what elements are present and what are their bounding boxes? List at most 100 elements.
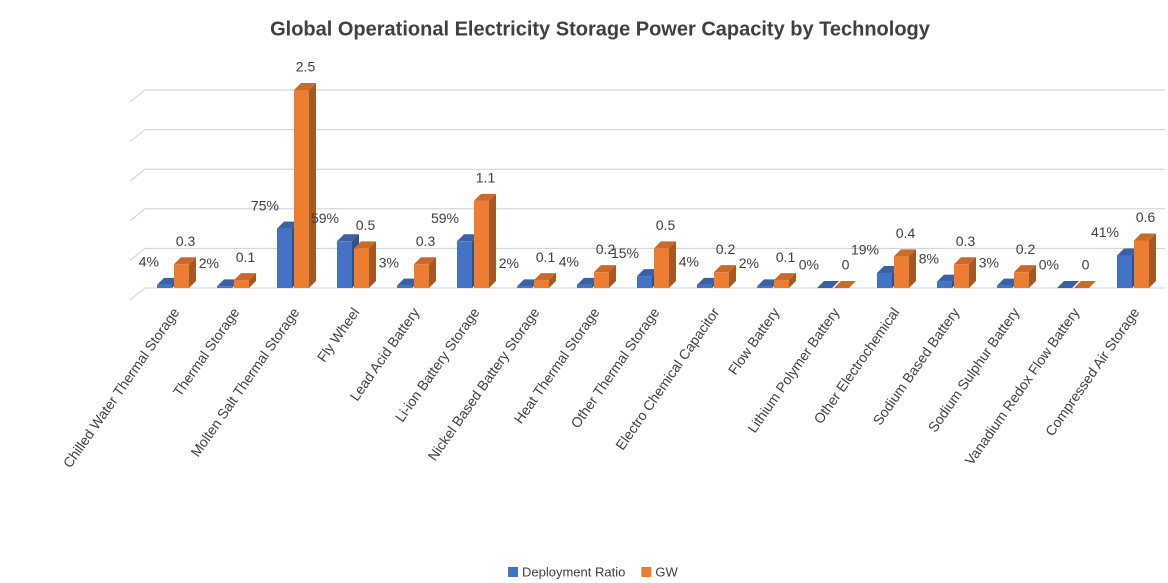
bar-top	[877, 265, 899, 273]
bar-top	[817, 281, 839, 288]
bar-top	[1134, 233, 1156, 241]
data-label: 2%	[499, 255, 519, 271]
bar-top	[774, 273, 796, 281]
bar-side	[669, 241, 676, 288]
bar	[757, 286, 772, 288]
grid-line	[129, 89, 1165, 103]
bar-top	[294, 83, 316, 90]
bar-top	[637, 269, 659, 277]
data-label: 3%	[979, 254, 999, 270]
grid-line	[129, 208, 1165, 222]
bar	[714, 272, 729, 288]
bar-side	[789, 273, 796, 288]
data-label: 41%	[1091, 224, 1119, 240]
data-label: 2%	[739, 255, 759, 271]
bar-top	[954, 257, 976, 265]
legend: Deployment Ratio GW	[508, 564, 678, 579]
bar-top	[1057, 281, 1079, 288]
x-tick-label: Vanadium Redox Flow Battery	[962, 305, 1083, 468]
bar-side	[609, 265, 616, 288]
bar-top	[1014, 265, 1036, 273]
data-label: 0.3	[416, 233, 436, 249]
data-label: 8%	[919, 250, 939, 266]
bar	[1134, 240, 1149, 288]
legend-swatch	[508, 567, 518, 577]
bar-top	[534, 273, 556, 281]
bar-top	[834, 281, 856, 288]
grid-line	[129, 129, 1165, 142]
bar-top	[697, 277, 719, 285]
bar-top	[894, 249, 916, 257]
bar	[474, 200, 489, 288]
bar-top	[174, 257, 196, 265]
bar-side	[489, 193, 496, 288]
bar	[894, 256, 909, 288]
bar	[954, 264, 969, 288]
data-label: 0.3	[176, 233, 196, 249]
data-label: 0.2	[716, 241, 736, 257]
bar	[174, 264, 189, 288]
bar	[577, 284, 592, 288]
data-label: 59%	[311, 210, 339, 226]
data-label: 0.6	[1136, 209, 1156, 225]
bar	[457, 241, 472, 288]
bar	[277, 228, 292, 288]
data-label: 0%	[1039, 257, 1059, 273]
data-label: 0.1	[776, 249, 796, 265]
data-label: 0.5	[656, 217, 676, 233]
bar	[397, 285, 412, 288]
bar-top	[594, 265, 616, 273]
data-label: 4%	[679, 254, 699, 270]
bar-top	[757, 279, 779, 287]
data-label: 0.5	[356, 217, 376, 233]
x-tick-label: Molten Salt Thermal Storage	[187, 305, 302, 460]
data-label: 3%	[379, 254, 399, 270]
data-label: 19%	[851, 242, 879, 258]
bar-side	[969, 257, 976, 288]
bar-side	[549, 273, 556, 288]
bar-top	[397, 278, 419, 286]
bar	[337, 241, 352, 288]
bar	[774, 280, 789, 288]
bar-top	[414, 257, 436, 265]
legend-label: Deployment Ratio	[522, 564, 625, 579]
chart-title: Global Operational Electricity Storage P…	[270, 18, 931, 40]
data-label: 0.1	[236, 249, 256, 265]
data-label: 59%	[431, 210, 459, 226]
bar-side	[249, 273, 256, 288]
bar	[637, 276, 652, 288]
bar-top	[354, 241, 376, 249]
bar	[1117, 255, 1132, 288]
bar-top	[457, 234, 479, 242]
bar	[697, 284, 712, 288]
data-label: 4%	[559, 254, 579, 270]
bar-side	[369, 241, 376, 288]
bar-top	[157, 277, 179, 285]
bar-top	[654, 241, 676, 249]
legend-label: GW	[655, 564, 678, 579]
data-label: 2.5	[296, 59, 316, 75]
bar	[234, 280, 249, 288]
data-label: 15%	[611, 245, 639, 261]
x-tick-label: Nickel Based Battery Storage	[424, 304, 542, 463]
bar-top	[714, 265, 736, 273]
data-label: 0.4	[896, 225, 916, 241]
bar-top	[517, 279, 539, 287]
bar-top	[577, 277, 599, 285]
data-label: 0	[842, 257, 850, 273]
bar	[354, 248, 369, 288]
data-label: 2%	[199, 255, 219, 271]
x-tick-label: Chilled Water Thermal Storage	[60, 304, 183, 470]
data-label: 4%	[139, 254, 159, 270]
x-tick-label: Thermal Storage	[170, 305, 243, 400]
x-tick-label: Electro Chemical Capacitor	[612, 304, 723, 452]
bar-top	[1074, 281, 1096, 288]
bar	[877, 272, 892, 288]
bar	[294, 90, 309, 288]
data-label: 0.2	[596, 241, 616, 257]
bar-side	[909, 249, 916, 288]
bar	[157, 284, 172, 288]
bar-side	[1149, 233, 1156, 288]
grid-line	[129, 168, 1165, 182]
bar	[517, 286, 532, 288]
